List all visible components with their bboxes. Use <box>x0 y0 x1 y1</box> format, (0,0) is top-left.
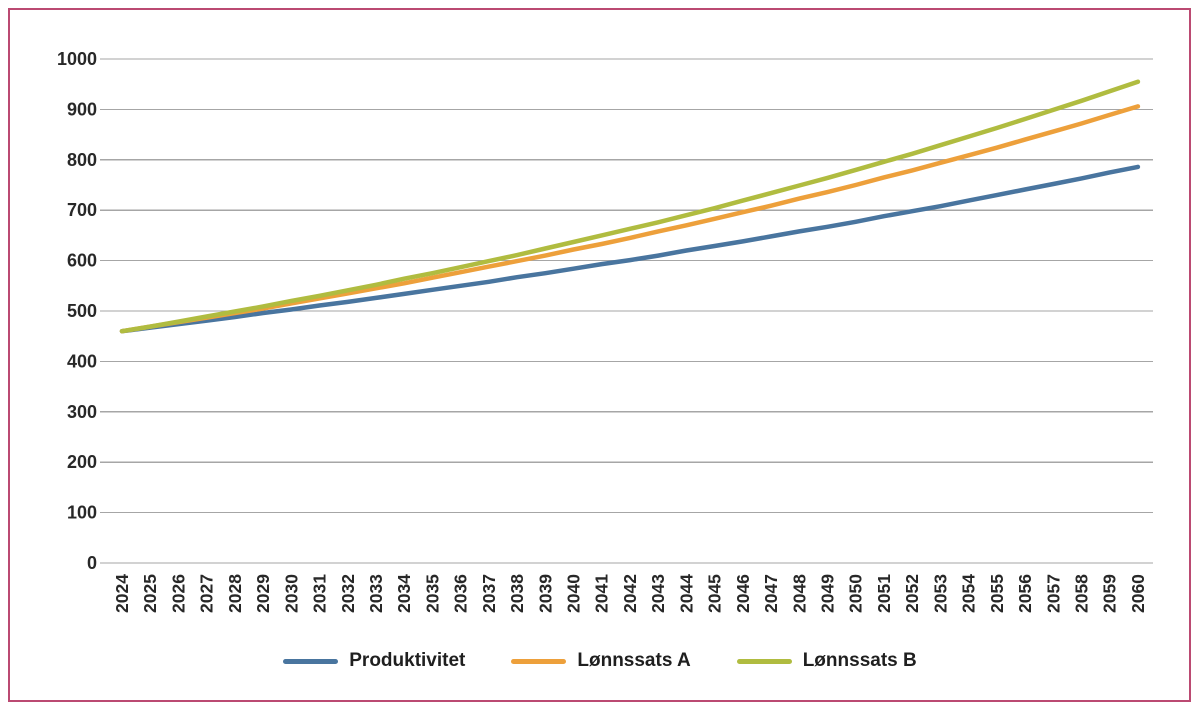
x-axis-tick-label: 2051 <box>874 574 894 613</box>
y-axis-tick-label: 400 <box>67 351 97 371</box>
y-axis-tick-label: 100 <box>67 503 97 523</box>
x-axis-tick-label: 2039 <box>535 574 555 613</box>
legend-swatch-icon <box>511 658 567 664</box>
y-axis-tick-label: 500 <box>67 301 97 321</box>
x-axis-tick-label: 2034 <box>394 574 414 613</box>
x-axis-tick-label: 2048 <box>789 574 809 613</box>
legend-item-produktivitet: Produktivitet <box>283 650 465 672</box>
x-axis-tick-label: 2037 <box>479 574 499 613</box>
x-axis-tick-label: 2024 <box>112 574 132 613</box>
y-axis-tick-label: 200 <box>67 452 97 472</box>
x-axis-tick-label: 2031 <box>310 574 330 613</box>
legend-item-l-nnssats-b: Lønnssats B <box>736 650 917 672</box>
y-axis-tick-label: 0 <box>87 553 97 573</box>
y-axis-tick-label: 300 <box>67 402 97 422</box>
x-axis-tick-label: 2049 <box>818 574 838 613</box>
legend-label: Produktivitet <box>349 650 466 671</box>
y-axis-tick-label: 700 <box>67 200 97 220</box>
x-axis-tick-label: 2056 <box>1015 574 1035 613</box>
x-axis-tick-label: 2046 <box>733 574 753 613</box>
legend-item-l-nnssats-a: Lønnssats A <box>511 650 691 672</box>
x-axis-tick-label: 2059 <box>1100 574 1120 613</box>
series-line-produktivitet <box>119 164 1141 334</box>
y-axis-tick-label: 600 <box>67 251 97 271</box>
x-axis-tick-label: 2032 <box>338 574 358 613</box>
y-axis-tick-label: 1000 <box>57 49 97 69</box>
legend-label: Lønnssats B <box>802 650 917 671</box>
legend-swatch-icon <box>283 658 339 664</box>
legend-label: Lønnssats A <box>577 650 691 671</box>
x-axis-tick-label: 2035 <box>422 574 442 613</box>
x-axis-tick-label: 2038 <box>507 574 527 613</box>
legend-swatch-icon <box>736 658 792 664</box>
x-axis-tick-label: 2026 <box>168 574 188 613</box>
x-axis-tick-label: 2052 <box>902 574 922 613</box>
series-line-l-nnssats-a <box>119 104 1141 334</box>
x-axis-tick-label: 2044 <box>676 574 696 613</box>
series-line-l-nnssats-b <box>119 79 1141 334</box>
x-axis-tick-label: 2053 <box>930 574 950 613</box>
x-axis-tick-label: 2057 <box>1043 574 1063 613</box>
x-axis-tick-label: 2047 <box>761 574 781 613</box>
x-axis-tick-label: 2058 <box>1071 574 1091 613</box>
x-axis-tick-label: 2028 <box>225 574 245 613</box>
x-axis-tick-label: 2036 <box>451 574 471 613</box>
x-axis-tick-label: 2042 <box>620 574 640 613</box>
x-axis-tick-label: 2040 <box>564 574 584 613</box>
x-axis-tick-label: 2043 <box>648 574 668 613</box>
x-axis-tick-label: 2027 <box>197 574 217 613</box>
legend: Produktivitet Lønnssats A Lønnssats B <box>0 650 1200 672</box>
x-axis-tick-label: 2041 <box>592 574 612 613</box>
x-axis-tick-label: 2055 <box>987 574 1007 613</box>
x-axis-tick-label: 2045 <box>705 574 725 613</box>
x-axis-tick-label: 2029 <box>253 574 273 613</box>
x-axis-tick-label: 2060 <box>1128 574 1148 613</box>
y-axis-tick-label: 800 <box>67 150 97 170</box>
x-axis-tick-label: 2050 <box>846 574 866 613</box>
x-axis-tick-label: 2025 <box>140 574 160 613</box>
x-axis-tick-label: 2033 <box>366 574 386 613</box>
y-axis-tick-label: 900 <box>67 99 97 119</box>
x-axis-tick-label: 2030 <box>281 574 301 613</box>
x-axis-tick-label: 2054 <box>959 574 979 613</box>
